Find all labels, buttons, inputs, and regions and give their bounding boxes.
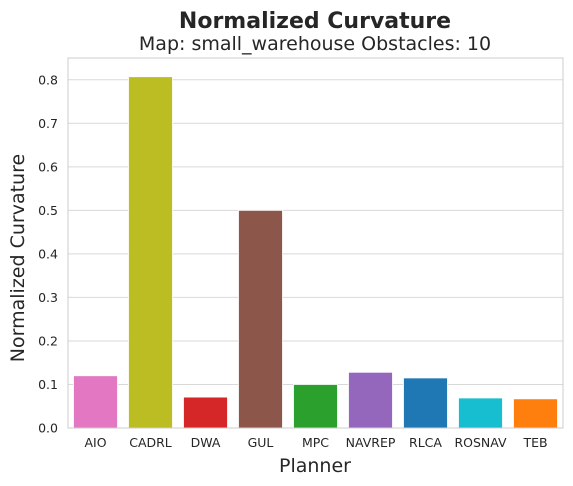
x-tick-label-aio: AIO	[84, 435, 106, 450]
chart-title: Normalized Curvature	[179, 9, 451, 34]
x-tick-label-rosnav: ROSNAV	[454, 435, 507, 450]
y-tick-label: 0.2	[38, 333, 58, 348]
x-tick-label-dwa: DWA	[191, 435, 221, 450]
x-axis-ticks: AIO CADRL DWA GUL MPC NAVREP RLCA ROSNAV TEB	[84, 435, 547, 450]
bar-aio	[73, 375, 118, 429]
bars	[73, 76, 558, 429]
x-axis-label: Planner	[279, 455, 351, 477]
x-tick-label-rlca: RLCA	[409, 435, 442, 450]
bar-cadrl	[128, 76, 173, 429]
y-tick-label: 0.8	[38, 72, 58, 87]
y-tick-label: 0.7	[38, 116, 58, 131]
bar-rlca	[403, 377, 448, 429]
y-axis-label: Normalized Curvature	[7, 154, 29, 362]
plot-frame	[67, 57, 564, 429]
bar-mpc	[293, 384, 338, 429]
y-tick-label: 0.6	[38, 159, 58, 174]
bar-rosnav	[458, 397, 503, 429]
y-tick-label: 0.4	[38, 246, 58, 261]
x-tick-label-gul: GUL	[248, 435, 274, 450]
x-tick-label-navrep: NAVREP	[346, 435, 396, 450]
bar-gul	[238, 209, 283, 429]
bar-navrep	[348, 371, 393, 429]
y-tick-label: 0.5	[38, 203, 58, 218]
x-tick-label-mpc: MPC	[302, 435, 329, 450]
y-tick-label: 0.1	[38, 377, 58, 392]
chart-subtitle: Map: small_warehouse Obstacles: 10	[139, 33, 491, 55]
bar-teb	[513, 398, 558, 429]
bar-dwa	[183, 396, 228, 429]
y-axis-ticks: 0.0 0.1 0.2 0.3 0.4 0.5 0.6 0.7 0.8	[38, 72, 58, 435]
y-tick-label: 0.3	[38, 290, 58, 305]
x-tick-label-teb: TEB	[522, 435, 547, 450]
x-tick-label-cadrl: CADRL	[129, 435, 172, 450]
y-tick-label: 0.0	[38, 421, 58, 436]
